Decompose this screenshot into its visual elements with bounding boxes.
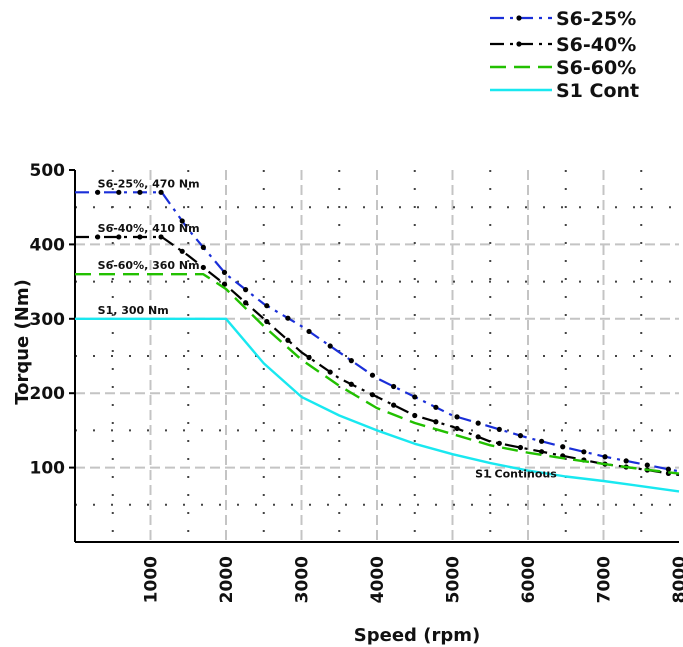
axes: 100 200 300 400 500 1000 2000 3000 4000 5000 6000 7… <box>12 161 683 646</box>
series-marker <box>391 383 397 390</box>
annotation-label: S6-60%, 360 Nm <box>98 259 200 272</box>
series-marker <box>348 381 354 387</box>
legend-label: S6-40% <box>556 34 636 56</box>
series-marker <box>221 281 228 287</box>
series-marker <box>538 438 545 444</box>
series-marker <box>496 440 502 446</box>
y-axis-title: Torque (Nm) <box>12 279 33 405</box>
series-marker <box>306 328 312 335</box>
x-tick-label: 2000 <box>217 556 237 603</box>
series-marker <box>327 343 333 349</box>
y-tick-label: 200 <box>30 384 66 404</box>
series-line <box>75 317 680 493</box>
series-marker <box>116 189 122 195</box>
series-marker <box>137 234 143 240</box>
series-marker <box>179 218 185 224</box>
x-axis-title: Speed (rpm) <box>354 625 480 646</box>
grid <box>75 170 679 542</box>
series-marker <box>348 358 354 364</box>
series-marker <box>454 414 460 420</box>
series-marker <box>412 412 418 419</box>
series-marker <box>517 433 524 439</box>
series-marker <box>496 426 502 432</box>
y-tick-label: 400 <box>30 235 66 255</box>
legend: S6-25% S6-40%S6-60%S1 Cont <box>490 8 639 102</box>
annotation-label: S6-25%, 470 Nm <box>98 177 200 190</box>
series-marker <box>243 287 249 293</box>
annotations: S6-25%, 470 Nm S6-40%, 410 Nm S6-60%, 360 … <box>98 177 558 480</box>
series-marker <box>538 449 545 455</box>
series-marker <box>158 189 164 195</box>
series-marker <box>179 248 185 254</box>
y-tick-label: 300 <box>30 310 66 330</box>
series-marker <box>623 458 629 464</box>
y-tick-label: 500 <box>30 161 66 181</box>
series-marker <box>137 189 143 195</box>
legend-marker <box>516 41 522 47</box>
legend-label: S6-25% <box>556 8 636 30</box>
legend-label: S1 Cont <box>556 80 639 102</box>
series-marker <box>285 315 291 321</box>
series-marker <box>369 392 376 398</box>
series-marker <box>412 394 418 400</box>
series-marker <box>200 244 206 250</box>
series-group <box>75 189 680 493</box>
series-marker <box>95 189 101 195</box>
series-marker <box>644 462 650 468</box>
x-tick-label: 4000 <box>368 556 388 603</box>
x-tick-label: 1000 <box>142 556 162 603</box>
legend-label: S6-60% <box>556 57 636 79</box>
x-tick-label: 6000 <box>519 556 539 603</box>
annotation-label: S6-40%, 410 Nm <box>98 222 200 235</box>
y-tick-label: 100 <box>30 459 66 479</box>
series-marker <box>327 369 333 375</box>
series-marker <box>454 425 460 432</box>
series-marker <box>560 444 566 450</box>
series-marker <box>581 449 587 455</box>
series-marker <box>433 419 439 425</box>
series-marker <box>391 402 397 408</box>
series-marker <box>200 264 206 271</box>
series-marker <box>665 466 672 472</box>
series-marker <box>369 372 376 378</box>
series-marker <box>264 303 270 309</box>
series-marker <box>264 318 270 325</box>
series-marker <box>306 354 312 361</box>
x-tick-label: 7000 <box>595 556 615 603</box>
series-marker <box>95 234 101 240</box>
series-marker <box>243 300 249 306</box>
legend-marker <box>516 15 522 21</box>
series-marker <box>285 337 291 343</box>
series-marker <box>116 234 122 240</box>
x-tick-label: 8000 <box>670 556 683 603</box>
series-marker <box>517 444 524 451</box>
series-marker <box>158 234 164 240</box>
series-marker <box>475 434 481 440</box>
series-marker <box>602 454 608 460</box>
series-line <box>75 273 680 475</box>
x-tick-label: 5000 <box>444 556 464 603</box>
annotation-label: S1, 300 Nm <box>98 304 169 317</box>
series-marker <box>221 269 228 275</box>
annotation-label: S1 Continous <box>475 467 557 480</box>
series-marker <box>475 420 481 426</box>
series-marker <box>433 404 439 410</box>
x-tick-label: 3000 <box>293 556 313 603</box>
